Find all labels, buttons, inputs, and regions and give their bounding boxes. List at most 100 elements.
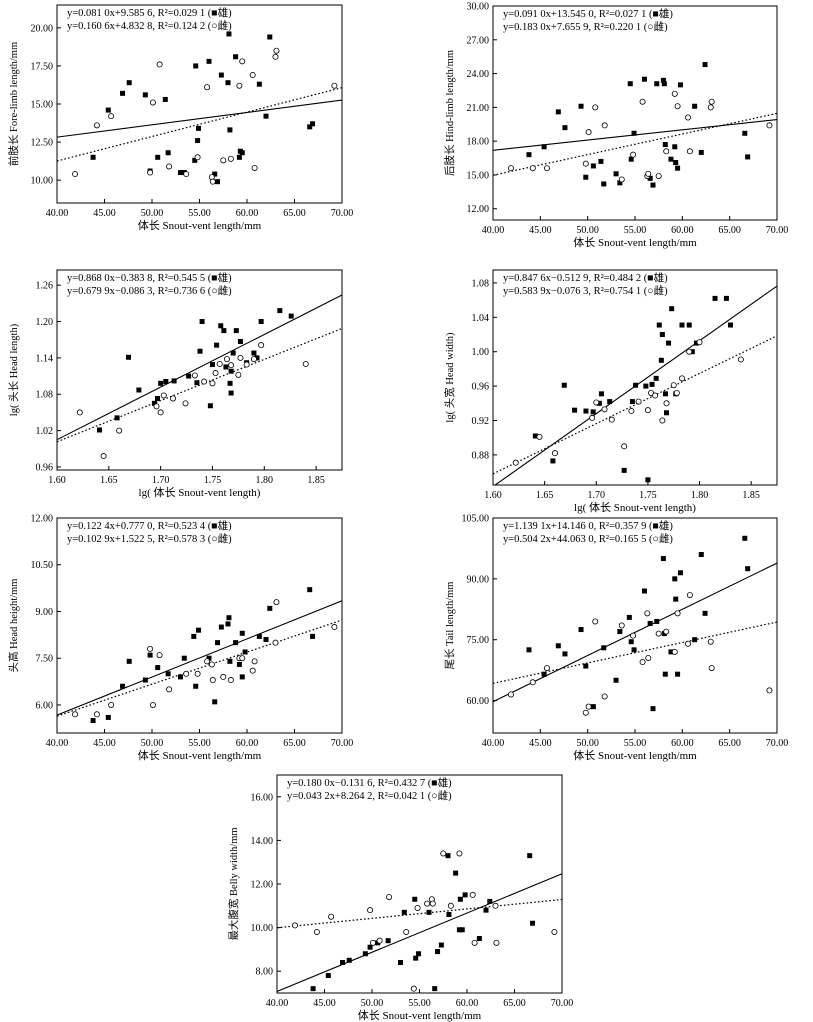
x-tick-label: 70.00 — [766, 225, 789, 236]
point-male — [641, 588, 647, 594]
point-female — [644, 610, 651, 617]
point-female — [170, 395, 177, 402]
point-female — [183, 171, 190, 178]
y-tick-label: 1.00 — [472, 347, 490, 358]
x-axis-label: lg( 体长 Snout-vent length) — [139, 485, 261, 499]
y-axis-label: 前肢长 Fore-limb length/mm — [7, 42, 20, 166]
legend-entry: y=0.183 0x+7.655 9, R²=0.220 1 (○雌) — [503, 20, 668, 33]
point-female — [585, 703, 592, 710]
point-female — [182, 400, 189, 407]
x-tick-label: 50.00 — [141, 208, 164, 219]
point-male — [578, 103, 584, 109]
point-female — [582, 160, 589, 167]
point-female — [194, 154, 201, 161]
point-female — [76, 409, 83, 416]
x-tick-label: 40.00 — [266, 998, 289, 1009]
point-female — [663, 628, 670, 635]
x-tick-label: 50.00 — [361, 998, 384, 1009]
point-male — [673, 596, 679, 602]
point-male — [362, 951, 368, 957]
point-male — [457, 896, 463, 902]
point-male — [689, 349, 695, 355]
point-female — [507, 165, 514, 172]
legend-entry: y=0.180 0x−0.131 6, R²=0.432 7 (■雄) — [287, 776, 452, 789]
point-male — [702, 610, 708, 616]
point-female — [635, 398, 642, 405]
point-male — [214, 342, 220, 348]
point-female — [686, 592, 693, 599]
point-male — [745, 154, 751, 160]
y-tick-label: 0.88 — [472, 450, 490, 461]
point-female — [227, 677, 234, 684]
point-female — [183, 670, 190, 677]
point-male — [483, 907, 489, 913]
y-tick-label: 9.00 — [36, 607, 54, 618]
point-male — [526, 152, 532, 158]
point-female — [273, 599, 280, 606]
point-male — [155, 665, 161, 671]
point-male — [218, 323, 224, 329]
point-female — [529, 679, 536, 686]
point-male — [307, 587, 313, 593]
point-female — [708, 98, 715, 105]
point-male — [218, 72, 224, 78]
point-female — [471, 939, 478, 946]
x-tick-label: 45.00 — [93, 208, 116, 219]
y-tick-label: 0.92 — [472, 416, 490, 427]
point-female — [670, 382, 677, 389]
point-female — [149, 701, 156, 708]
legend-entry: y=0.583 9x−0.076 3, R²=0.754 1 (○雌) — [503, 284, 668, 297]
y-tick-label: 17.50 — [31, 61, 54, 72]
point-male — [228, 368, 234, 374]
x-tick-label: 55.00 — [188, 208, 211, 219]
x-tick-label: 40.00 — [46, 208, 69, 219]
point-male — [476, 936, 482, 941]
y-axis-label: lg( 头长 Head length) — [8, 323, 20, 416]
point-male — [453, 870, 459, 876]
point-male — [601, 645, 607, 651]
point-male — [446, 912, 452, 918]
point-male — [445, 853, 451, 859]
point-male — [578, 627, 584, 633]
point-male — [673, 160, 679, 166]
point-male — [239, 674, 245, 680]
point-female — [235, 371, 242, 378]
x-tick-label: 50.00 — [141, 738, 164, 749]
point-male — [487, 898, 493, 904]
point-male — [307, 124, 313, 130]
x-tick-label: 1.85 — [742, 490, 760, 501]
point-female — [414, 904, 421, 911]
point-female — [551, 450, 558, 457]
y-tick-label: 7.50 — [36, 654, 54, 665]
point-female — [302, 360, 309, 367]
y-axis-label: lg( 头宽 Head width) — [443, 332, 456, 423]
point-male — [227, 380, 233, 386]
point-female — [737, 356, 744, 363]
x-tick-label: 45.00 — [93, 738, 116, 749]
point-female — [707, 638, 714, 645]
x-tick-label: 1.75 — [204, 475, 222, 486]
point-male — [662, 391, 668, 397]
point-male — [555, 109, 561, 115]
point-female — [216, 360, 223, 367]
point-female — [671, 90, 678, 97]
x-axis-label: 体长 Snout-vent length/mm — [138, 748, 262, 762]
point-male — [679, 322, 685, 328]
legend-entry: y=1.139 1x+14.146 0, R²=0.357 9 (■雄) — [503, 519, 673, 532]
point-male — [668, 649, 674, 655]
point-female — [663, 148, 670, 155]
fit-line-male — [57, 99, 342, 138]
y-tick-label: 20.00 — [31, 23, 54, 34]
point-female — [251, 658, 258, 665]
point-male — [675, 671, 681, 677]
point-male — [126, 80, 132, 86]
point-male — [647, 175, 653, 181]
point-male — [562, 125, 568, 131]
point-female — [166, 163, 173, 170]
point-male — [561, 382, 567, 388]
point-male — [96, 427, 102, 433]
point-male — [206, 655, 212, 661]
point-female — [328, 913, 335, 920]
x-tick-label: 60.00 — [671, 225, 694, 236]
point-male — [660, 77, 666, 83]
